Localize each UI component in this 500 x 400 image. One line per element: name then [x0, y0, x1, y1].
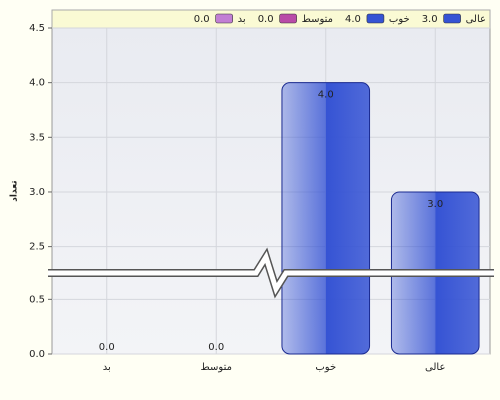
y-axis-label: تعداد	[10, 180, 20, 201]
legend-label: بد	[238, 14, 246, 25]
legend-label: متوسط	[302, 14, 333, 25]
legend-value: 0.0	[194, 14, 210, 25]
axis-break	[48, 251, 494, 295]
x-tick-label: بد	[103, 362, 111, 373]
y-tick-label: 3.5	[29, 132, 45, 143]
legend-label: عالی	[466, 14, 486, 25]
y-tick-label: 4.5	[29, 23, 45, 34]
value-label: 4.0	[318, 90, 334, 101]
value-label: 0.0	[99, 342, 115, 353]
legend-swatch	[443, 13, 461, 24]
legend-value: 3.0	[422, 14, 438, 25]
x-tick-label: متوسط	[201, 362, 232, 373]
x-tick-label: خوب	[315, 362, 336, 373]
y-tick-label: 4.0	[29, 78, 45, 89]
legend-swatch	[215, 13, 233, 24]
legend-label: خوب	[389, 14, 410, 25]
value-label: 0.0	[208, 342, 224, 353]
value-label: 3.0	[427, 199, 443, 210]
y-tick-label: 0.0	[29, 349, 45, 360]
legend-value: 0.0	[258, 14, 274, 25]
legend-swatch	[366, 13, 385, 24]
y-tick-label: 2.5	[29, 242, 45, 253]
bar	[281, 82, 371, 355]
legend-swatch	[279, 13, 297, 24]
y-tick-label: 0.5	[29, 294, 45, 305]
legend-value: 4.0	[345, 14, 361, 25]
x-tick-label: عالی	[425, 362, 445, 373]
y-tick-label: 3.0	[29, 187, 45, 198]
